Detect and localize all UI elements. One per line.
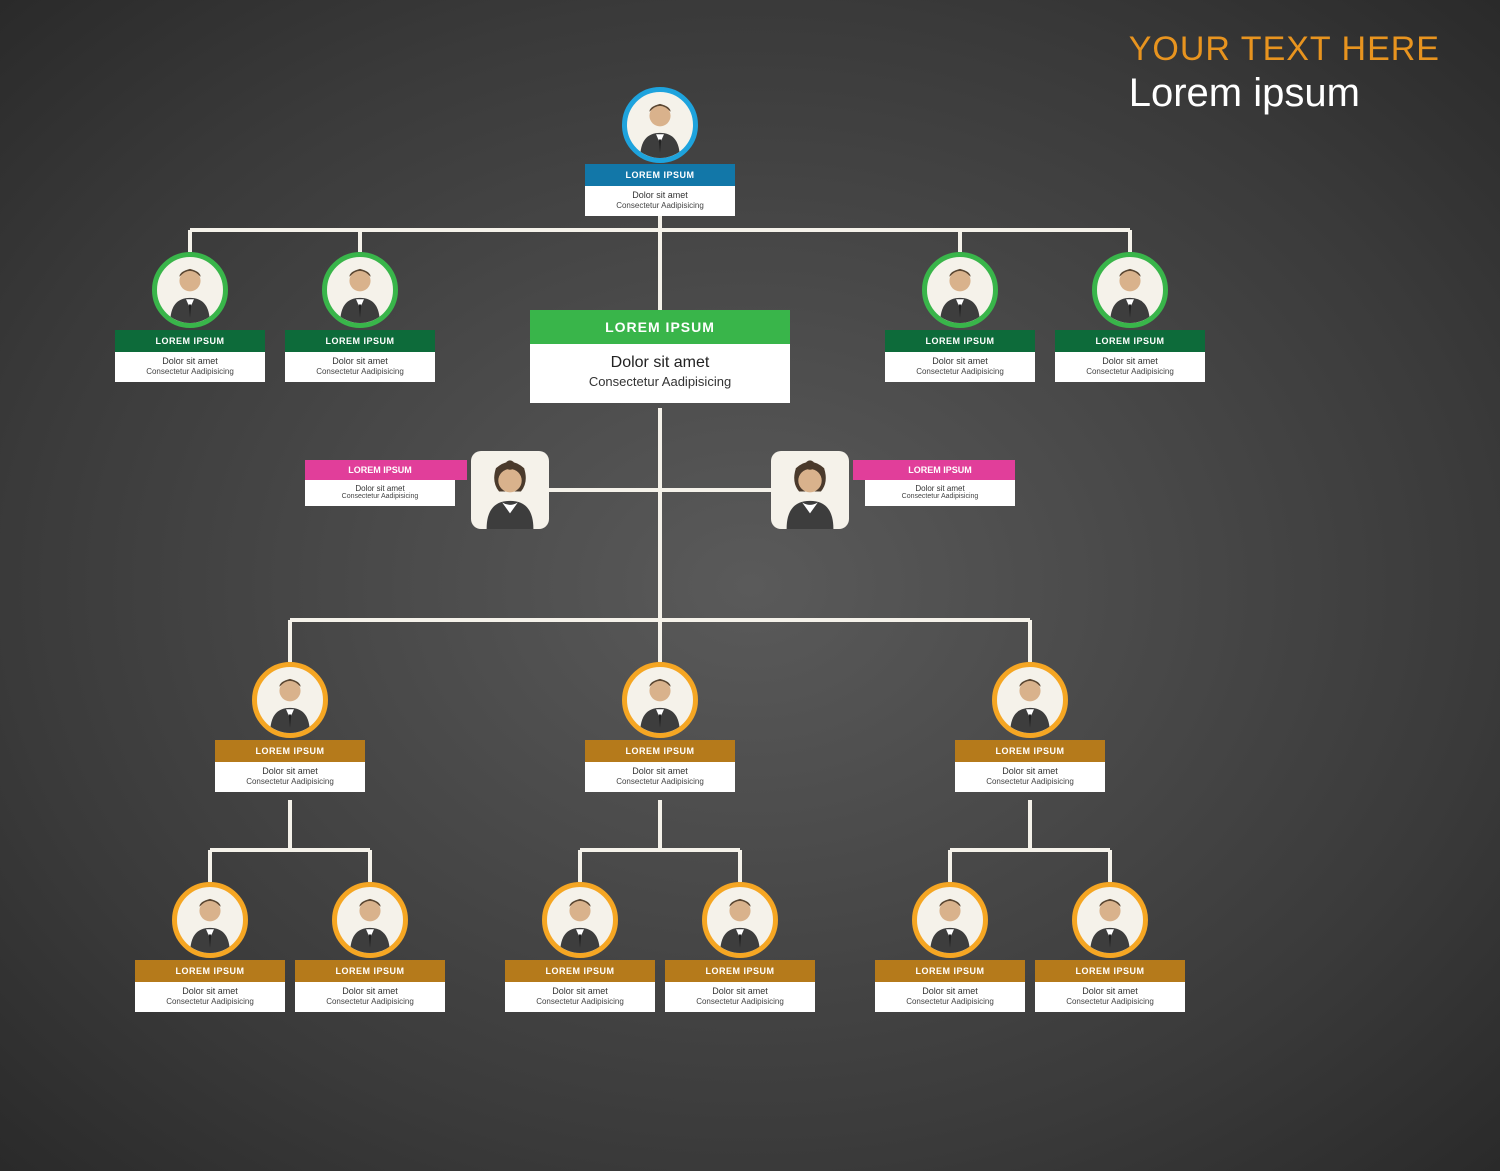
card-line1: Dolor sit amet bbox=[289, 356, 431, 366]
card-line2: Consectetur Aadipisicing bbox=[869, 493, 1011, 500]
card-line2: Consectetur Aadipisicing bbox=[139, 997, 281, 1006]
card-line1: Dolor sit amet bbox=[589, 190, 731, 200]
card-line1: Dolor sit amet bbox=[889, 356, 1031, 366]
card-body: Dolor sit amet Consectetur Aadipisicing bbox=[530, 344, 790, 403]
card-body: Dolor sit amet Consectetur Aadipisicing bbox=[1055, 352, 1205, 382]
card-tier5-0: LOREM IPSUM Dolor sit amet Consectetur A… bbox=[135, 960, 285, 1012]
card-body: Dolor sit amet Consectetur Aadipisicing bbox=[585, 762, 735, 792]
card-tier5-2: LOREM IPSUM Dolor sit amet Consectetur A… bbox=[505, 960, 655, 1012]
card-line2: Consectetur Aadipisicing bbox=[669, 997, 811, 1006]
card-tier5-5: LOREM IPSUM Dolor sit amet Consectetur A… bbox=[1035, 960, 1185, 1012]
card-body: Dolor sit amet Consectetur Aadipisicing bbox=[505, 982, 655, 1012]
card-body: Dolor sit amet Consectetur Aadipisicing bbox=[665, 982, 815, 1012]
avatar-tier2-3 bbox=[1092, 252, 1168, 328]
card-line2: Consectetur Aadipisicing bbox=[889, 367, 1031, 376]
card-title: LOREM IPSUM bbox=[305, 460, 455, 480]
card-tier3-1: LOREM IPSUM Dolor sit amet Consectetur A… bbox=[865, 460, 1015, 506]
avatar-tier5-4 bbox=[912, 882, 988, 958]
avatar-tier2-0 bbox=[152, 252, 228, 328]
card-line1: Dolor sit amet bbox=[538, 354, 782, 372]
card-tier2-center: LOREM IPSUM Dolor sit amet Consectetur A… bbox=[530, 310, 790, 403]
card-line2: Consectetur Aadipisicing bbox=[119, 367, 261, 376]
header-line-2: Lorem ipsum bbox=[1129, 71, 1440, 116]
card-line1: Dolor sit amet bbox=[219, 766, 361, 776]
avatar-tier5-2 bbox=[542, 882, 618, 958]
card-body: Dolor sit amet Consectetur Aadipisicing bbox=[135, 982, 285, 1012]
card-line1: Dolor sit amet bbox=[869, 484, 1011, 493]
card-line1: Dolor sit amet bbox=[1059, 356, 1201, 366]
card-line2: Consectetur Aadipisicing bbox=[589, 201, 731, 210]
card-line2: Consectetur Aadipisicing bbox=[219, 777, 361, 786]
card-tier4-2: LOREM IPSUM Dolor sit amet Consectetur A… bbox=[955, 740, 1105, 792]
card-tier4-1: LOREM IPSUM Dolor sit amet Consectetur A… bbox=[585, 740, 735, 792]
card-body: Dolor sit amet Consectetur Aadipisicing bbox=[1035, 982, 1185, 1012]
card-line1: Dolor sit amet bbox=[139, 986, 281, 996]
card-line2: Consectetur Aadipisicing bbox=[538, 374, 782, 389]
card-line2: Consectetur Aadipisicing bbox=[1059, 367, 1201, 376]
card-tier4-0: LOREM IPSUM Dolor sit amet Consectetur A… bbox=[215, 740, 365, 792]
org-chart-canvas: YOUR TEXT HERE Lorem ipsum LOREM IPSUM D… bbox=[0, 0, 1500, 1171]
avatar-tier4-2 bbox=[992, 662, 1068, 738]
card-body: Dolor sit amet Consectetur Aadipisicing bbox=[875, 982, 1025, 1012]
card-line1: Dolor sit amet bbox=[1039, 986, 1181, 996]
card-tier5-1: LOREM IPSUM Dolor sit amet Consectetur A… bbox=[295, 960, 445, 1012]
card-title: LOREM IPSUM bbox=[530, 310, 790, 344]
card-ceo: LOREM IPSUM Dolor sit amet Consectetur A… bbox=[585, 164, 735, 216]
card-line2: Consectetur Aadipisicing bbox=[299, 997, 441, 1006]
card-body: Dolor sit amet Consectetur Aadipisicing bbox=[115, 352, 265, 382]
card-line2: Consectetur Aadipisicing bbox=[309, 493, 451, 500]
card-body: Dolor sit amet Consectetur Aadipisicing bbox=[215, 762, 365, 792]
card-line2: Consectetur Aadipisicing bbox=[509, 997, 651, 1006]
card-line1: Dolor sit amet bbox=[959, 766, 1101, 776]
avatar-tier5-5 bbox=[1072, 882, 1148, 958]
card-body: Dolor sit amet Consectetur Aadipisicing bbox=[305, 480, 455, 506]
card-line1: Dolor sit amet bbox=[299, 986, 441, 996]
avatar-tier5-0 bbox=[172, 882, 248, 958]
avatar-tier5-1 bbox=[332, 882, 408, 958]
card-line2: Consectetur Aadipisicing bbox=[1039, 997, 1181, 1006]
avatar-tier3-1 bbox=[771, 451, 849, 529]
card-body: Dolor sit amet Consectetur Aadipisicing bbox=[585, 186, 735, 216]
avatar-tier5-3 bbox=[702, 882, 778, 958]
card-line2: Consectetur Aadipisicing bbox=[589, 777, 731, 786]
card-line2: Consectetur Aadipisicing bbox=[879, 997, 1021, 1006]
avatar-tier2-2 bbox=[922, 252, 998, 328]
card-tier2-2: LOREM IPSUM Dolor sit amet Consectetur A… bbox=[885, 330, 1035, 382]
card-line1: Dolor sit amet bbox=[509, 986, 651, 996]
card-body: Dolor sit amet Consectetur Aadipisicing bbox=[865, 480, 1015, 506]
avatar-tier2-1 bbox=[322, 252, 398, 328]
card-line1: Dolor sit amet bbox=[119, 356, 261, 366]
card-tier5-4: LOREM IPSUM Dolor sit amet Consectetur A… bbox=[875, 960, 1025, 1012]
card-line1: Dolor sit amet bbox=[669, 986, 811, 996]
card-tier2-1: LOREM IPSUM Dolor sit amet Consectetur A… bbox=[285, 330, 435, 382]
avatar-tier4-1 bbox=[622, 662, 698, 738]
card-tier2-0: LOREM IPSUM Dolor sit amet Consectetur A… bbox=[115, 330, 265, 382]
card-title: LOREM IPSUM bbox=[865, 460, 1015, 480]
card-line2: Consectetur Aadipisicing bbox=[959, 777, 1101, 786]
card-tier5-3: LOREM IPSUM Dolor sit amet Consectetur A… bbox=[665, 960, 815, 1012]
avatar-tier4-0 bbox=[252, 662, 328, 738]
card-line2: Consectetur Aadipisicing bbox=[289, 367, 431, 376]
avatar-ceo bbox=[622, 87, 698, 163]
card-line1: Dolor sit amet bbox=[879, 986, 1021, 996]
chart-header: YOUR TEXT HERE Lorem ipsum bbox=[1129, 30, 1440, 116]
header-line-1: YOUR TEXT HERE bbox=[1129, 30, 1440, 69]
card-line1: Dolor sit amet bbox=[309, 484, 451, 493]
card-body: Dolor sit amet Consectetur Aadipisicing bbox=[285, 352, 435, 382]
card-body: Dolor sit amet Consectetur Aadipisicing bbox=[295, 982, 445, 1012]
card-body: Dolor sit amet Consectetur Aadipisicing bbox=[955, 762, 1105, 792]
card-line1: Dolor sit amet bbox=[589, 766, 731, 776]
card-tier2-3: LOREM IPSUM Dolor sit amet Consectetur A… bbox=[1055, 330, 1205, 382]
card-body: Dolor sit amet Consectetur Aadipisicing bbox=[885, 352, 1035, 382]
avatar-tier3-0 bbox=[471, 451, 549, 529]
card-tier3-0: LOREM IPSUM Dolor sit amet Consectetur A… bbox=[305, 460, 455, 506]
